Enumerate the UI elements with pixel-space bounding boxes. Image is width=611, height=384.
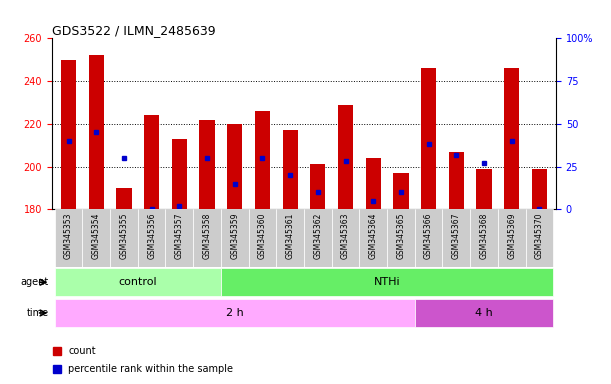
Bar (525, 209, 553, 267)
Text: GSM345369: GSM345369 (507, 212, 516, 259)
Bar (110, 209, 138, 267)
Bar (255, 111, 270, 209)
Text: 2 h: 2 h (226, 308, 244, 318)
Text: GSM345360: GSM345360 (258, 212, 267, 259)
Text: GSM345366: GSM345366 (424, 212, 433, 259)
Bar (359, 209, 387, 267)
Bar (387, 209, 415, 267)
Bar (532, 169, 547, 209)
Text: GSM345365: GSM345365 (397, 212, 406, 259)
Bar (332, 209, 359, 267)
Text: GSM345359: GSM345359 (230, 212, 240, 259)
FancyBboxPatch shape (221, 268, 553, 296)
Bar (282, 130, 298, 209)
Text: GSM345358: GSM345358 (202, 212, 211, 258)
Text: GSM345353: GSM345353 (64, 212, 73, 259)
Text: GSM345367: GSM345367 (452, 212, 461, 259)
FancyBboxPatch shape (55, 299, 415, 327)
Bar (172, 139, 187, 209)
Bar (504, 68, 519, 209)
Bar (442, 209, 470, 267)
Bar (61, 60, 76, 209)
Text: GSM345361: GSM345361 (285, 212, 295, 258)
Text: 4 h: 4 h (475, 308, 493, 318)
Text: GSM345354: GSM345354 (92, 212, 101, 259)
Text: agent: agent (21, 277, 49, 287)
Bar (55, 209, 82, 267)
Text: GSM345355: GSM345355 (119, 212, 128, 259)
Bar (199, 119, 214, 209)
Bar (304, 209, 332, 267)
Bar (276, 209, 304, 267)
Text: GSM345357: GSM345357 (175, 212, 184, 259)
Bar (221, 209, 249, 267)
Bar (470, 209, 498, 267)
Text: GSM345368: GSM345368 (480, 212, 489, 258)
Bar (421, 68, 436, 209)
Bar (249, 209, 276, 267)
Bar (138, 209, 166, 267)
Bar (448, 152, 464, 209)
Bar (166, 209, 193, 267)
Text: GSM345364: GSM345364 (368, 212, 378, 259)
Bar (338, 104, 353, 209)
Text: count: count (68, 346, 96, 356)
Bar (116, 188, 131, 209)
FancyBboxPatch shape (55, 268, 221, 296)
Text: GSM345362: GSM345362 (313, 212, 323, 258)
Bar (415, 209, 442, 267)
FancyBboxPatch shape (415, 299, 553, 327)
Text: GDS3522 / ILMN_2485639: GDS3522 / ILMN_2485639 (52, 24, 216, 37)
Bar (310, 164, 326, 209)
Bar (365, 158, 381, 209)
Text: time: time (27, 308, 49, 318)
Bar (227, 124, 243, 209)
Text: NTHi: NTHi (374, 277, 400, 287)
Text: GSM345370: GSM345370 (535, 212, 544, 259)
Bar (144, 115, 159, 209)
Text: control: control (119, 277, 157, 287)
Text: GSM345356: GSM345356 (147, 212, 156, 259)
Text: GSM345363: GSM345363 (341, 212, 350, 259)
Bar (193, 209, 221, 267)
Bar (393, 173, 409, 209)
Bar (477, 169, 492, 209)
Bar (498, 209, 525, 267)
Text: percentile rank within the sample: percentile rank within the sample (68, 364, 233, 374)
Bar (82, 209, 110, 267)
Bar (89, 56, 104, 209)
